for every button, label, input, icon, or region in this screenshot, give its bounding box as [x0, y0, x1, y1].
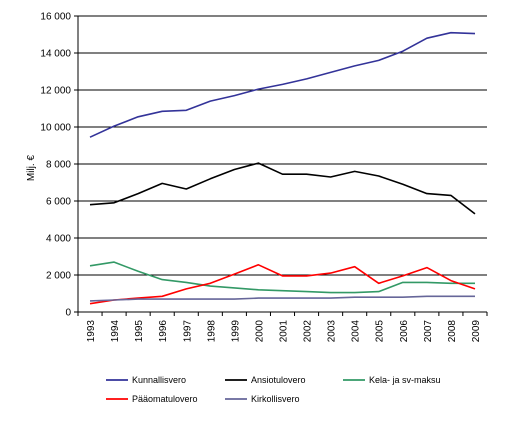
y-tick-label: 0	[65, 308, 71, 319]
x-tick-label: 2007	[423, 320, 434, 343]
x-tick-label: 1994	[110, 320, 121, 343]
legend-label: Pääomatulovero	[132, 394, 198, 404]
x-tick-label: 2009	[471, 320, 482, 343]
y-tick-labels: 0 2 000 4 000 6 000 8 000 10 000 12 000 14 000 1…	[40, 12, 71, 319]
legend-label: Kela- ja sv-maksu	[369, 375, 441, 385]
series-line-kirkollisvero	[89, 295, 475, 302]
axes	[77, 16, 488, 316]
series-line-p-omatulovero	[89, 263, 476, 305]
y-tick-label: 14 000	[40, 49, 71, 60]
x-tick-label: 2001	[279, 320, 290, 343]
y-tick-label: 2 000	[46, 271, 71, 282]
y-tick-label: 16 000	[40, 12, 71, 23]
x-tick-label: 2008	[447, 320, 458, 343]
y-tick-label: 4 000	[46, 234, 71, 245]
legend-label: Kirkollisvero	[251, 394, 300, 404]
x-tick-label: 2003	[327, 320, 338, 343]
x-tick-label: 1999	[230, 320, 241, 343]
y-tick-label: 10 000	[40, 123, 71, 134]
x-tick-label: 2004	[351, 320, 362, 343]
x-tick-label: 1996	[158, 320, 169, 343]
x-tick-label: 1997	[182, 320, 193, 343]
legend-label: Kunnallisvero	[132, 375, 186, 385]
x-tick-label: 1995	[134, 320, 145, 343]
series-line-kela-ja-sv-maksu	[89, 261, 475, 294]
x-tick-label: 1993	[86, 320, 97, 343]
series-line-kunnallisvero	[89, 31, 476, 138]
series-line-ansiotulovero	[89, 162, 476, 215]
gridlines	[74, 15, 487, 313]
y-tick-label: 8 000	[46, 160, 71, 171]
y-tick-label: 12 000	[40, 86, 71, 97]
y-axis-title: Milj. €	[26, 155, 37, 182]
x-tick-labels: 1993 1994 1995 1996 1997 1998 1999 2000 2001 2002…	[86, 320, 482, 343]
x-tick-label: 1998	[206, 320, 217, 343]
x-tick-label: 2000	[254, 320, 265, 343]
series-lines	[89, 31, 476, 305]
y-tick-label: 6 000	[46, 197, 71, 208]
x-tick-label: 2006	[399, 320, 410, 343]
legend-label: Ansiotulovero	[251, 375, 306, 385]
x-tick-label: 2005	[375, 320, 386, 343]
legend: Kunnallisvero Ansiotulovero Kela- ja sv-ma…	[106, 375, 441, 404]
x-tick-label: 2002	[303, 320, 314, 343]
